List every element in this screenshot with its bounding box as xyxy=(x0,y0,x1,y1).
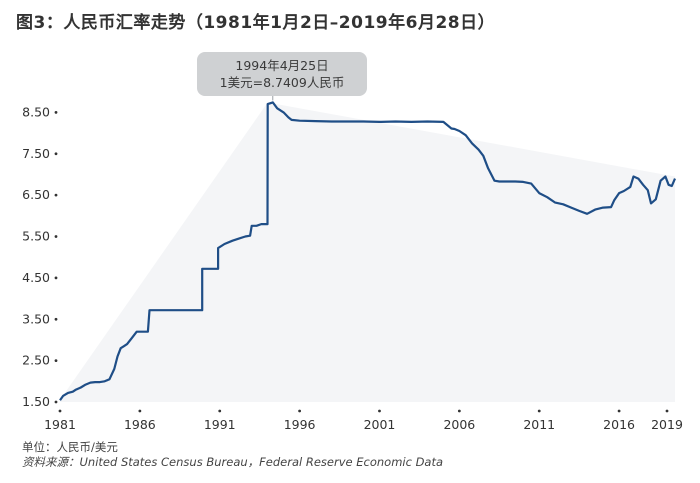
x-tick-label: 2016 xyxy=(603,417,635,432)
chart-area-fill xyxy=(60,102,675,403)
y-tick-label: 4.50 xyxy=(22,270,50,285)
y-tick-label: 3.50 xyxy=(22,311,50,326)
x-tick-dot xyxy=(138,409,142,413)
y-tick-label: 6.50 xyxy=(22,187,50,202)
y-tick-dot xyxy=(54,152,58,156)
x-tick-dot xyxy=(218,409,222,413)
y-tick-label: 1.50 xyxy=(22,394,50,409)
y-tick-label: 5.50 xyxy=(22,229,50,244)
y-tick-dot xyxy=(54,400,58,404)
x-tick-label: 1996 xyxy=(284,417,316,432)
y-tick-dot xyxy=(54,317,58,321)
footer: 单位：人民币/美元 资料来源：United States Census Bure… xyxy=(22,440,443,470)
x-tick-label: 2001 xyxy=(364,417,396,432)
x-tick-label: 2006 xyxy=(443,417,475,432)
chart-title: 图3：人民币汇率走势（1981年1月2日–2019年6月28日） xyxy=(16,13,496,33)
x-tick-dot xyxy=(617,409,621,413)
y-tick-dot xyxy=(54,276,58,280)
annotation-date: 1994年4月25日 xyxy=(235,58,329,73)
y-tick-label: 8.50 xyxy=(22,104,50,119)
unit-note: 单位：人民币/美元 xyxy=(22,440,118,454)
x-tick-dot xyxy=(537,409,541,413)
x-tick-label: 1981 xyxy=(44,417,76,432)
x-tick-label: 1991 xyxy=(204,417,236,432)
x-tick-label: 2019 xyxy=(651,417,683,432)
source-note: 资料来源：United States Census Bureau，Federal… xyxy=(22,455,444,469)
x-tick-dot xyxy=(378,409,381,413)
annotation-value: 1美元=8.7409人民币 xyxy=(219,75,345,90)
y-tick-dot xyxy=(54,193,58,197)
y-tick-dot xyxy=(54,235,58,238)
x-tick-label: 2011 xyxy=(523,417,555,432)
x-tick-dot xyxy=(665,409,669,413)
y-tick-label: 7.50 xyxy=(22,146,50,161)
x-tick-dot xyxy=(298,409,302,413)
annotation-callout: 1994年4月25日 1美元=8.7409人民币 xyxy=(197,52,367,96)
x-axis: 1981 1986 1991 1996 2001 2006 2011 2016 2019 xyxy=(44,409,683,432)
series-line xyxy=(59,101,677,401)
x-tick-dot xyxy=(58,409,62,413)
y-tick-dot xyxy=(54,359,58,363)
y-tick-label: 2.50 xyxy=(22,353,50,368)
y-tick-dot xyxy=(54,111,58,114)
x-tick-dot xyxy=(457,409,461,413)
x-tick-label: 1986 xyxy=(124,417,156,432)
y-axis: 1.50 2.50 3.50 4.50 5.50 6.50 7.50 8.50 xyxy=(22,104,58,409)
